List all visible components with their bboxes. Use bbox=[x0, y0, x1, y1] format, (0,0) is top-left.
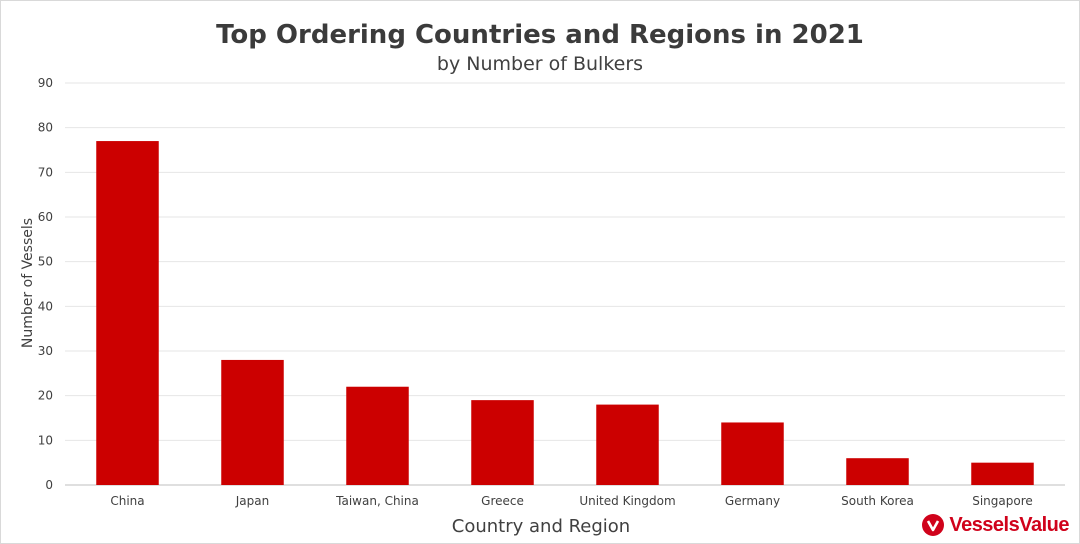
vesselsvalue-logo-icon bbox=[922, 514, 945, 536]
gridlines bbox=[65, 82, 1065, 486]
x-tick-label: South Korea bbox=[841, 494, 914, 508]
y-axis-ticks: 0 10 20 30 40 50 60 70 80 90 bbox=[38, 76, 53, 492]
x-tick-label: Japan bbox=[235, 494, 269, 508]
bar-taiwan-china bbox=[346, 386, 409, 485]
y-tick-label: 40 bbox=[38, 299, 53, 313]
y-tick-label: 90 bbox=[38, 76, 53, 90]
y-tick-label: 60 bbox=[38, 210, 53, 224]
x-tick-label: Singapore bbox=[972, 494, 1033, 508]
bar-greece bbox=[471, 400, 534, 485]
chart-subtitle: by Number of Bulkers bbox=[436, 53, 644, 75]
y-tick-label: 0 bbox=[45, 478, 53, 492]
y-tick-label: 30 bbox=[38, 344, 53, 358]
bar-china bbox=[96, 141, 159, 486]
bars bbox=[96, 141, 1034, 486]
vesselsvalue-logo: VesselsValue bbox=[921, 513, 1069, 537]
y-tick-label: 10 bbox=[38, 433, 53, 447]
y-axis-title: Number of Vessels bbox=[20, 218, 36, 348]
y-tick-label: 80 bbox=[38, 121, 53, 135]
x-axis-title: Country and Region bbox=[452, 516, 630, 537]
bar-japan bbox=[221, 359, 284, 485]
bar-united-kingdom bbox=[596, 404, 659, 485]
x-tick-label: United Kingdom bbox=[579, 494, 675, 508]
chart-title: Top Ordering Countries and Regions in 20… bbox=[216, 20, 864, 50]
x-tick-label: Germany bbox=[725, 494, 780, 508]
bar-singapore bbox=[971, 462, 1034, 485]
y-tick-label: 50 bbox=[38, 255, 53, 269]
x-tick-label: China bbox=[110, 494, 144, 508]
y-tick-label: 20 bbox=[38, 389, 53, 403]
x-axis-ticks: China Japan Taiwan, China Greece United King… bbox=[110, 494, 1032, 508]
logo-text: VesselsValue bbox=[949, 513, 1069, 536]
bar-germany bbox=[721, 422, 784, 485]
x-tick-label: Greece bbox=[481, 494, 524, 508]
x-tick-label: Taiwan, China bbox=[335, 494, 419, 508]
bar-south-korea bbox=[846, 458, 909, 485]
y-tick-label: 70 bbox=[38, 165, 53, 179]
